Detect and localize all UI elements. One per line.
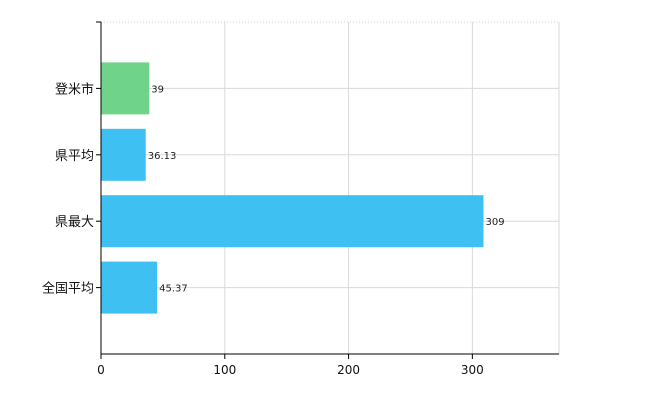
category-label: 県平均	[55, 149, 94, 164]
data-label: 36.13	[148, 151, 177, 162]
category-label: 登米市	[55, 81, 94, 97]
bar	[101, 195, 484, 248]
grid-lines	[101, 21, 560, 354]
x-tick-label: 200	[337, 363, 360, 377]
bar	[101, 261, 158, 314]
x-tick-label: 100	[213, 363, 236, 377]
data-label: 45.37	[159, 284, 188, 295]
labels: 39 登米市 36.13 県平均 309 県最大 45.37 全国平均 0 100 200 300	[42, 81, 505, 377]
data-label: 39	[151, 84, 164, 95]
x-tick-label: 300	[461, 363, 484, 377]
axes	[96, 21, 559, 359]
data-label: 309	[485, 217, 504, 228]
bar	[101, 128, 146, 181]
category-label: 全国平均	[42, 281, 94, 297]
category-label: 県最大	[55, 215, 94, 230]
bars	[101, 62, 484, 314]
x-tick-label: 0	[97, 363, 105, 377]
bar	[101, 62, 150, 115]
